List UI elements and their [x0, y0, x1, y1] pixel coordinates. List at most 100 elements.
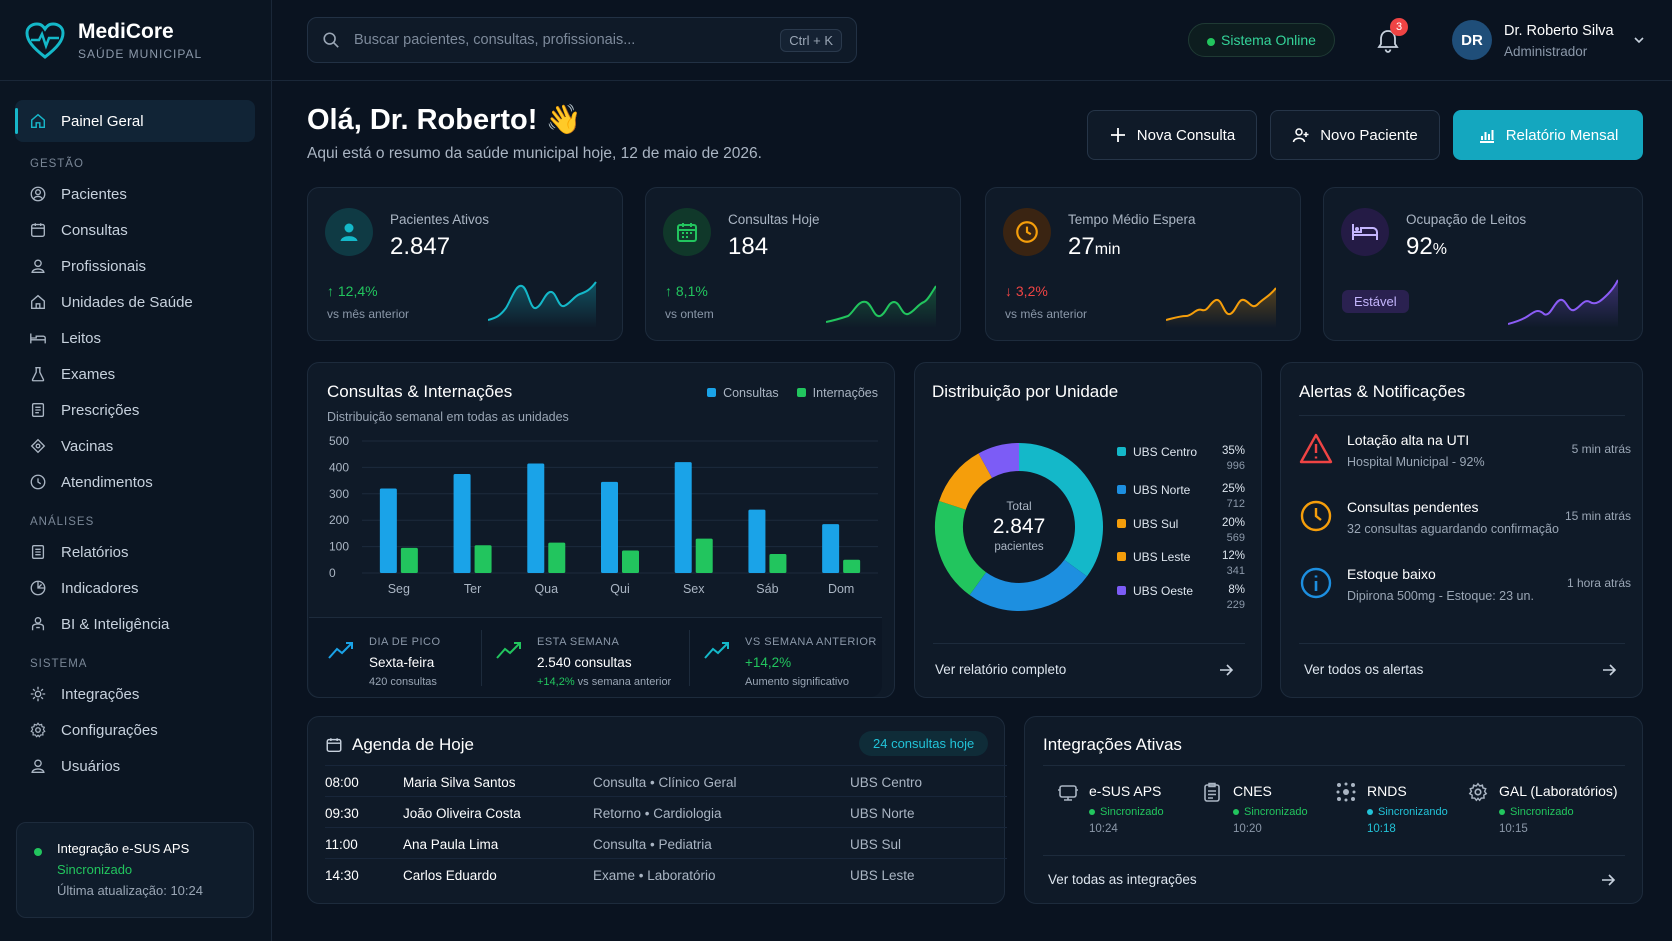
y-tick-label: 400 [329, 460, 349, 474]
stat-divider [689, 630, 690, 686]
search-input[interactable] [354, 32, 781, 48]
kpi-card-wait-time[interactable]: Tempo Médio Espera 27min ↓ 3,2% vs mês a… [985, 187, 1301, 341]
integration-name: CNES [1233, 783, 1272, 799]
agenda-patient: João Oliveira Costa [403, 806, 521, 821]
sidebar-item-label: Pacientes [61, 185, 127, 203]
sidebar-item-usuarios[interactable]: Usuários [15, 748, 255, 784]
bar-consultas [674, 462, 692, 573]
app-name: MediCore [78, 20, 174, 43]
integration-item-cnes[interactable]: CNES Sincronizado 10:20 [1201, 781, 1331, 841]
user-name[interactable]: Dr. Roberto Silva [1504, 23, 1614, 39]
kpi-icon [325, 208, 373, 256]
table-row[interactable]: 14:30 Carlos Eduardo Exame • Laboratório UB… [325, 858, 1007, 889]
integration-item-esus[interactable]: e-SUS APS Sincronizado 10:24 [1057, 781, 1187, 841]
arrow-right-icon[interactable] [1600, 872, 1616, 888]
sidebar-item-prescricoes[interactable]: Prescrições [15, 392, 255, 428]
trend-up-icon [496, 642, 521, 659]
legend-name: UBS Sul [1117, 517, 1178, 531]
donut-slice [939, 453, 993, 511]
legend-name: UBS Oeste [1117, 584, 1193, 598]
sidebar-item-atendimentos[interactable]: Atendimentos [15, 464, 255, 500]
kpi-card-bed-occupancy[interactable]: Ocupação de Leitos 92% Estável [1323, 187, 1643, 341]
sidebar-item-profissionais[interactable]: Profissionais [15, 248, 255, 284]
avatar[interactable]: DR [1452, 20, 1492, 60]
chart-subtitle: Distribuição semanal em todas as unidade… [327, 410, 569, 424]
agenda-type: Retorno • Cardiologia [593, 806, 722, 821]
sidebar-item-relatorios[interactable]: Relatórios [15, 534, 255, 570]
sidebar-item-bi[interactable]: BI & Inteligência [15, 606, 255, 642]
legend-count: 229 [1226, 599, 1245, 611]
sidebar-item-label: Painel Geral [61, 112, 144, 130]
kpi-card-active-patients[interactable]: Pacientes Ativos 2.847 ↑ 12,4% vs mês an… [307, 187, 623, 341]
server-icon [1058, 785, 1078, 801]
bar-internacoes [695, 538, 713, 573]
view-integrations-link[interactable]: Ver todas as integrações [1048, 872, 1197, 887]
alert-item[interactable]: Lotação alta na UTI Hospital Municipal -… [1299, 432, 1631, 492]
alert-description: Hospital Municipal - 92% [1347, 455, 1485, 469]
search-bar[interactable]: Ctrl + K [307, 17, 857, 63]
legend-pct: 25% [1221, 483, 1245, 495]
panel-title: Integrações Ativas [1043, 735, 1182, 754]
gear-icon [1468, 782, 1488, 802]
page-title: Olá, Dr. Roberto! 👋 [307, 104, 582, 136]
plus-icon [1110, 128, 1125, 142]
y-tick-label: 300 [329, 487, 349, 501]
agenda-unit: UBS Leste [850, 868, 915, 883]
agenda-time: 08:00 [325, 775, 359, 790]
system-status-badge: Sistema Online [1188, 23, 1335, 57]
legend-count: 341 [1226, 565, 1245, 577]
sidebar-item-unidades[interactable]: Unidades de Saúde [15, 284, 255, 320]
integration-name: e-SUS APS [1089, 783, 1162, 799]
integration-status: Sincronizado [1233, 806, 1308, 818]
table-row[interactable]: 08:00 Maria Silva Santos Consulta • Clínic… [325, 765, 1007, 796]
monthly-report-button[interactable]: Relatório Mensal [1453, 110, 1643, 160]
building-icon [31, 294, 45, 309]
sidebar: MediCore SAÚDE MUNICIPAL Painel Geral GE… [0, 0, 272, 941]
sidebar-item-pacientes[interactable]: Pacientes [15, 176, 255, 212]
notification-badge: 3 [1390, 18, 1408, 36]
search-icon [323, 32, 339, 48]
search-shortcut: Ctrl + K [780, 28, 842, 52]
panel-title: Alertas & Notificações [1299, 382, 1466, 401]
integration-item-rnds[interactable]: RNDS Sincronizando 10:18 [1335, 781, 1465, 841]
clock-icon [1016, 221, 1038, 243]
chevron-down-icon[interactable] [1632, 33, 1646, 47]
sidebar-item-vacinas[interactable]: Vacinas [15, 428, 255, 464]
view-alerts-link[interactable]: Ver todos os alertas [1304, 662, 1424, 677]
sidebar-item-painel-geral[interactable]: Painel Geral [15, 100, 255, 142]
table-row[interactable]: 09:30 João Oliveira Costa Retorno • Cardio… [325, 796, 1007, 827]
user-role: Administrador [1504, 44, 1588, 59]
sidebar-item-indicadores[interactable]: Indicadores [15, 570, 255, 606]
arrow-right-icon[interactable] [1218, 662, 1234, 678]
panel-divider [1043, 765, 1625, 766]
sidebar-item-configuracoes[interactable]: Configurações [15, 712, 255, 748]
sync-status-card[interactable]: Integração e-SUS APS Sincronizado Última… [16, 822, 254, 918]
sidebar-item-label: Exames [61, 365, 116, 383]
arrow-right-icon[interactable] [1601, 662, 1617, 678]
x-tick-label: Qua [534, 582, 558, 596]
topbar-divider [272, 80, 1672, 81]
x-tick-label: Seg [388, 582, 410, 596]
consults-count-badge: 24 consultas hoje [859, 731, 989, 756]
sidebar-item-integracoes[interactable]: Integrações [15, 676, 255, 712]
new-patient-button[interactable]: Novo Paciente [1270, 110, 1440, 160]
sidebar-item-consultas[interactable]: Consultas [15, 212, 255, 248]
sidebar-item-leitos[interactable]: Leitos [15, 320, 255, 356]
logo[interactable]: MediCore SAÚDE MUNICIPAL [24, 20, 202, 61]
bar-chart-icon [1479, 130, 1494, 143]
kpi-card-consults-today[interactable]: Consultas Hoje 184 ↑ 8,1% vs ontem [645, 187, 961, 341]
alert-item[interactable]: Estoque baixo Dipirona 500mg - Estoque: … [1299, 566, 1631, 626]
sparkline [488, 281, 597, 328]
sidebar-item-label: Atendimentos [61, 473, 153, 491]
view-report-link[interactable]: Ver relatório completo [935, 662, 1067, 677]
new-consult-button[interactable]: Nova Consulta [1087, 110, 1257, 160]
integration-item-gal[interactable]: GAL (Laboratórios) Sincronizado 10:15 [1467, 781, 1627, 841]
legend-pct: 12% [1221, 550, 1245, 562]
sidebar-item-exames[interactable]: Exames [15, 356, 255, 392]
panel-title: Consultas & Internações [327, 382, 513, 401]
sidebar-item-label: Consultas [61, 221, 128, 239]
alert-item[interactable]: Consultas pendentes 32 consultas aguarda… [1299, 499, 1631, 559]
table-row[interactable]: 11:00 Ana Paula Lima Consulta • Pediatria U… [325, 827, 1007, 858]
button-label: Relatório Mensal [1505, 126, 1619, 144]
sidebar-item-label: Leitos [61, 329, 102, 347]
